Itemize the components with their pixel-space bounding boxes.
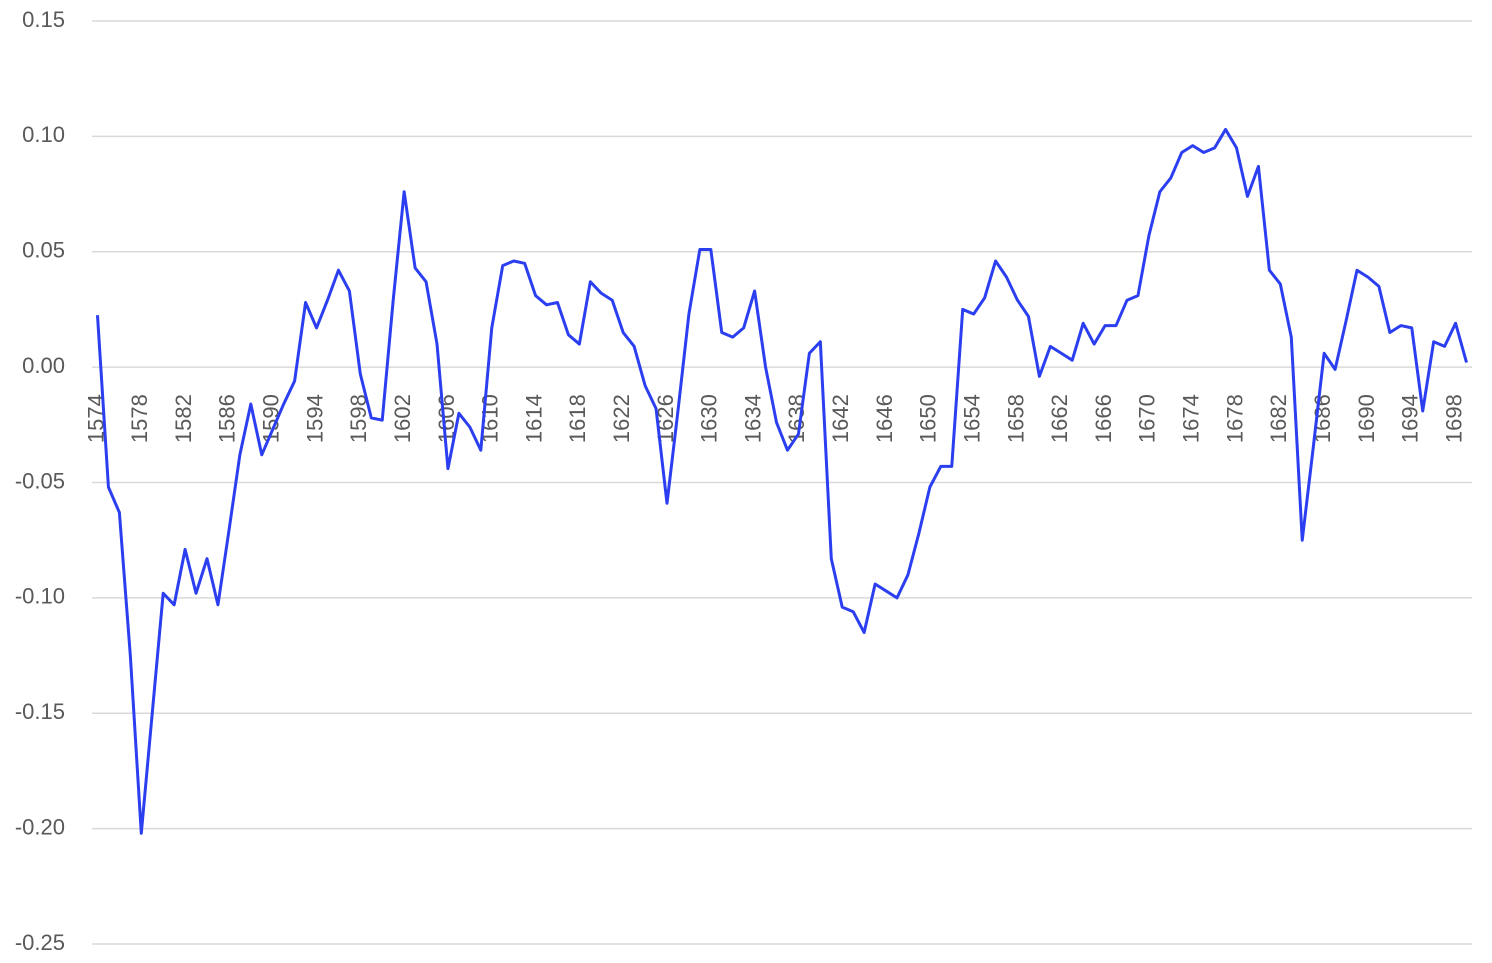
x-tick-label: 1658 xyxy=(1003,394,1028,443)
y-tick-label: -0.15 xyxy=(15,699,65,724)
x-tick-label: 1646 xyxy=(872,394,897,443)
x-tick-label: 1602 xyxy=(390,394,415,443)
x-tick-label: 1654 xyxy=(959,394,984,443)
x-tick-label: 1594 xyxy=(302,394,327,443)
x-tick-label: 1634 xyxy=(740,394,765,443)
y-tick-label: -0.25 xyxy=(15,930,65,955)
x-tick-label: 1674 xyxy=(1179,394,1204,443)
y-tick-label: 0.05 xyxy=(22,238,65,263)
x-tick-label: 1670 xyxy=(1135,394,1160,443)
x-tick-label: 1618 xyxy=(565,394,590,443)
y-tick-label: 0.00 xyxy=(22,353,65,378)
x-tick-label: 1622 xyxy=(609,394,634,443)
line-series xyxy=(95,127,1468,835)
x-tick-label: 1614 xyxy=(521,394,546,443)
x-tick-label: 1662 xyxy=(1047,394,1072,443)
y-tick-label: -0.10 xyxy=(15,584,65,609)
x-tick-label: 1642 xyxy=(828,394,853,443)
x-tick-label: 1682 xyxy=(1266,394,1291,443)
x-tick-label: 1578 xyxy=(127,394,152,443)
x-tick-label: 1582 xyxy=(171,394,196,443)
x-tick-label: 1698 xyxy=(1441,394,1466,443)
x-tick-label: 1630 xyxy=(697,394,722,443)
y-tick-label: -0.20 xyxy=(15,814,65,839)
y-tick-label: 0.10 xyxy=(22,122,65,147)
x-tick-label: 1586 xyxy=(215,394,240,443)
x-tick-label: 1650 xyxy=(916,394,941,443)
x-tick-label: 1690 xyxy=(1354,394,1379,443)
y-tick-label: -0.05 xyxy=(15,468,65,493)
x-tick-label: 1666 xyxy=(1091,394,1116,443)
x-tick-label: 1694 xyxy=(1398,394,1423,443)
x-tick-label: 1678 xyxy=(1222,394,1247,443)
y-tick-label: 0.15 xyxy=(22,7,65,32)
